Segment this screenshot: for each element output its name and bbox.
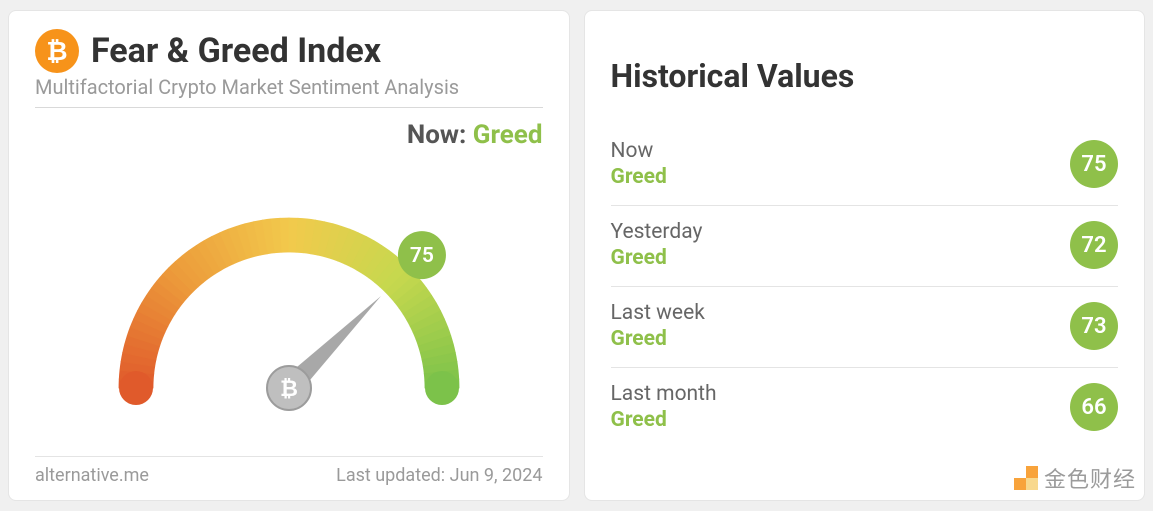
historical-list: Now Greed 75 Yesterday Greed 72 Last wee…: [611, 125, 1119, 448]
historical-value-badge: 73: [1070, 302, 1118, 350]
historical-item: Last week Greed 73: [611, 287, 1119, 368]
historical-value-badge: 72: [1070, 221, 1118, 269]
historical-period: Now: [611, 139, 667, 163]
historical-item-left: Yesterday Greed: [611, 220, 703, 270]
divider: [35, 107, 543, 108]
index-card: ₿ Fear & Greed Index Multifactorial Cryp…: [8, 10, 570, 501]
source-label: alternative.me: [35, 465, 149, 486]
header-row: ₿ Fear & Greed Index: [35, 29, 543, 73]
historical-period: Last month: [611, 382, 717, 406]
historical-item: Yesterday Greed 72: [611, 206, 1119, 287]
gauge-chart: ₿ 75: [35, 144, 543, 452]
historical-item: Now Greed 75: [611, 125, 1119, 206]
bitcoin-icon: ₿: [35, 29, 79, 73]
historical-item: Last month Greed 66: [611, 368, 1119, 448]
historical-period: Yesterday: [611, 220, 703, 244]
historical-sentiment: Greed: [611, 408, 717, 432]
historical-value-badge: 75: [1070, 140, 1118, 188]
historical-period: Last week: [611, 301, 705, 325]
watermark-icon: [1014, 466, 1038, 490]
gauge-svg: ₿ 75: [79, 168, 499, 428]
svg-text:75: 75: [410, 244, 434, 268]
page-title: Fear & Greed Index: [91, 31, 381, 71]
historical-sentiment: Greed: [611, 327, 705, 351]
watermark-text: 金色财经: [1044, 462, 1136, 494]
historical-card: Historical Values Now Greed 75 Yesterday…: [584, 10, 1146, 501]
historical-item-left: Now Greed: [611, 139, 667, 189]
footer-row: alternative.me Last updated: Jun 9, 2024: [35, 456, 543, 486]
last-updated: Last updated: Jun 9, 2024: [336, 465, 542, 486]
historical-title: Historical Values: [611, 57, 1119, 95]
historical-sentiment: Greed: [611, 165, 667, 189]
watermark: 金色财经: [1014, 462, 1136, 494]
historical-item-left: Last month Greed: [611, 382, 717, 432]
historical-item-left: Last week Greed: [611, 301, 705, 351]
historical-sentiment: Greed: [611, 246, 703, 270]
historical-value-badge: 66: [1070, 383, 1118, 431]
svg-text:₿: ₿: [280, 377, 298, 402]
subtitle: Multifactorial Crypto Market Sentiment A…: [35, 75, 543, 99]
